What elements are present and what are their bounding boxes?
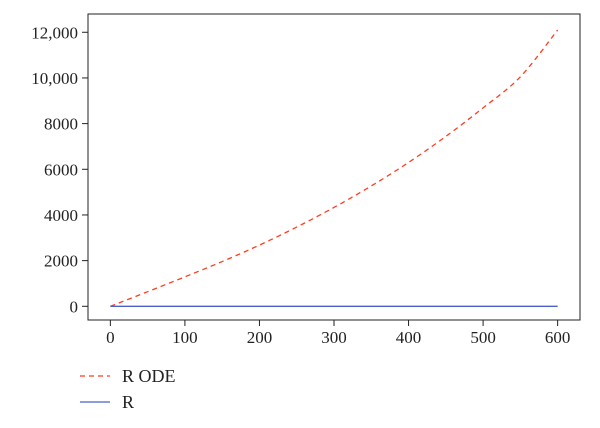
x-tick-label: 200 [247, 328, 273, 347]
y-tick-label: 12,000 [31, 23, 78, 42]
y-tick-label: 10,000 [31, 69, 78, 88]
y-tick-label: 0 [70, 297, 79, 316]
legend-label-r: R [122, 392, 134, 412]
x-tick-label: 100 [172, 328, 198, 347]
legend: R ODE R [80, 366, 176, 412]
x-tick-label: 500 [470, 328, 496, 347]
x-tick-label: 400 [396, 328, 422, 347]
y-tick-label: 4000 [44, 206, 78, 225]
series-line-r-ode [110, 29, 559, 307]
plot-frame [87, 13, 581, 321]
x-axis-ticks: 0 100 200 300 400 500 600 [106, 320, 570, 347]
y-tick-label: 2000 [44, 252, 78, 271]
y-axis-ticks: 0 2000 4000 6000 8000 10,000 12,000 [31, 23, 88, 316]
series-layer [110, 29, 559, 307]
x-tick-label: 300 [321, 328, 347, 347]
y-tick-label: 6000 [44, 160, 78, 179]
x-tick-label: 0 [106, 328, 115, 347]
y-tick-label: 8000 [44, 115, 78, 134]
x-tick-label: 600 [545, 328, 571, 347]
legend-label-r-ode: R ODE [122, 366, 176, 386]
